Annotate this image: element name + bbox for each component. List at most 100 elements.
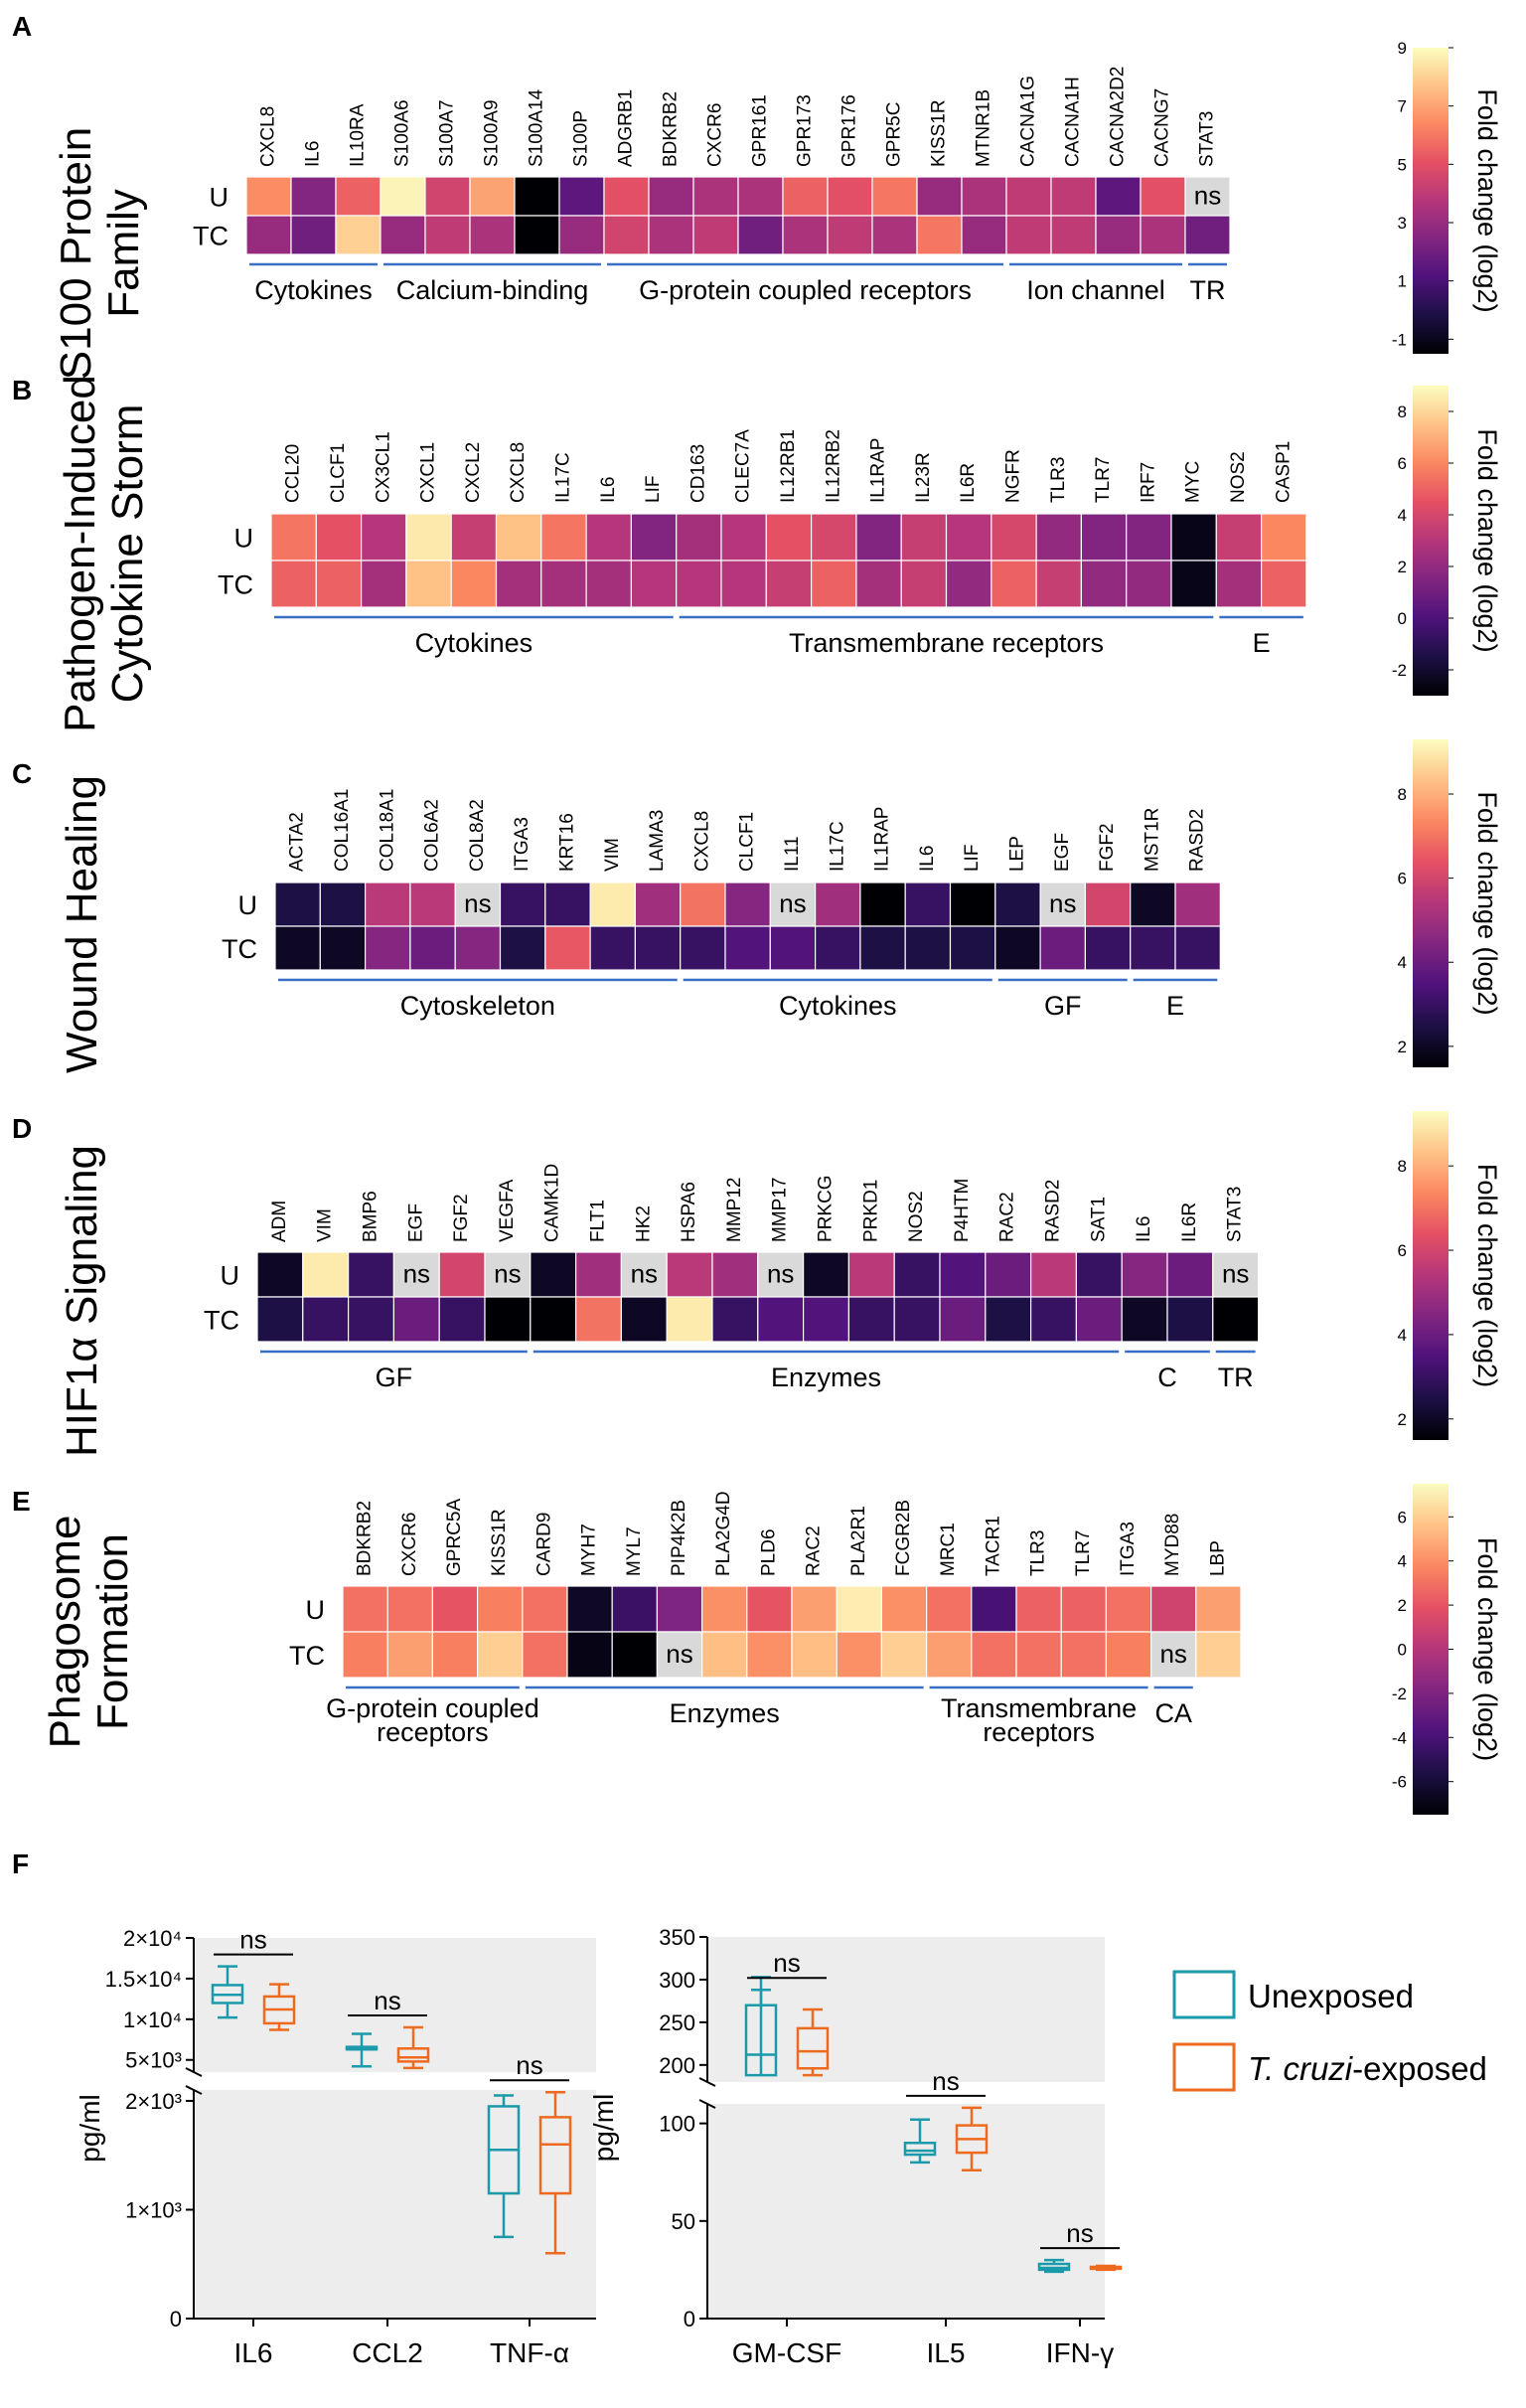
heatmap-cell	[859, 925, 906, 971]
heatmap-cell	[1174, 925, 1221, 971]
gene-label: S100P	[571, 110, 592, 167]
colorbar-tick-label: 1	[1398, 272, 1407, 291]
x-tick-label: GM-CSF	[732, 2337, 841, 2368]
gene-label: COL16A1	[332, 789, 353, 872]
heatmap-cell	[1050, 215, 1097, 255]
gene-label: IL6	[598, 477, 619, 503]
panel-title: Wound Healing	[58, 775, 106, 1073]
group-label: Transmembrane receptors	[941, 1693, 1137, 1747]
gene-label: PLA2R1	[848, 1506, 869, 1576]
heatmap-cell	[585, 560, 632, 608]
heatmap-cell	[380, 176, 426, 217]
row-label: TC	[204, 1306, 239, 1336]
gene-label: S100A9	[482, 99, 503, 167]
gene-label: MRC1	[938, 1523, 959, 1576]
heatmap-cell	[270, 560, 317, 608]
colorbar	[1413, 48, 1449, 354]
heatmap-cell	[1184, 215, 1231, 255]
heatmap-cell	[648, 176, 694, 217]
heatmap-cell	[256, 1296, 304, 1343]
gene-label: NGFR	[1002, 449, 1023, 503]
gene-label: RASD2	[1043, 1180, 1064, 1242]
heatmap-cell	[270, 513, 317, 562]
heatmap-cell	[454, 882, 502, 927]
gene-label: GPR176	[839, 94, 860, 167]
gene-label: IL11	[782, 836, 803, 872]
row-label: U	[234, 524, 254, 554]
plot-background-lower	[707, 2104, 1105, 2319]
y-tick-label: 200	[659, 2053, 695, 2078]
heatmap-cell	[746, 1631, 793, 1679]
gene-label: LBP	[1207, 1540, 1228, 1576]
colorbar-tick-label: 6	[1398, 1241, 1407, 1260]
colorbar	[1413, 386, 1449, 696]
gene-label: RASD2	[1187, 809, 1208, 872]
gene-label: IL1RAP	[872, 807, 893, 872]
gene-label: HK2	[633, 1205, 654, 1242]
significance-ns: ns	[773, 1948, 800, 1978]
heatmap-cell	[1060, 1585, 1107, 1633]
panel-title: S100 Protein Family	[52, 127, 148, 380]
heatmap-cell	[985, 1296, 1032, 1343]
heatmap-cell	[855, 560, 902, 608]
y-tick-label: 1×10³	[125, 2197, 182, 2222]
group-label: Ion channel	[1026, 275, 1165, 305]
gene-label: KISS1R	[929, 99, 950, 167]
heatmap-cell	[585, 513, 632, 562]
heatmap-cell	[900, 513, 948, 562]
heatmap-cell	[991, 513, 1037, 562]
gene-label: STAT3	[1197, 111, 1218, 167]
heatmap-cell	[859, 882, 906, 927]
heatmap-cell	[1174, 882, 1221, 927]
gene-label: LEP	[1006, 836, 1027, 872]
gene-label: IL6R	[958, 463, 979, 503]
heatmap-cell	[1126, 513, 1172, 562]
heatmap-cell	[361, 513, 407, 562]
heatmap-cell	[630, 560, 678, 608]
heatmap-cell	[424, 215, 471, 255]
y-tick-label: 300	[659, 1968, 695, 1993]
heatmap-cell	[666, 1296, 713, 1343]
heatmap-cell	[540, 513, 587, 562]
heatmap-cell	[814, 882, 861, 927]
y-tick-label: 350	[659, 1925, 695, 1950]
heatmap-cell	[1060, 1631, 1107, 1679]
ns-label: ns	[464, 888, 491, 918]
heatmap-cell	[522, 1585, 568, 1633]
heatmap-cell	[939, 1296, 987, 1343]
heatmap-cell	[620, 1296, 668, 1343]
colorbar-tick-label: 8	[1398, 402, 1407, 421]
group-label: GF	[376, 1363, 413, 1392]
heatmap-cell	[680, 925, 726, 971]
gene-label: BDKRB2	[661, 91, 682, 167]
heatmap-cell	[530, 1251, 577, 1298]
heatmap-cell	[971, 1631, 1017, 1679]
heatmap-cell	[1184, 176, 1231, 217]
significance-ns: ns	[374, 1986, 400, 2015]
heatmap-cell	[666, 1251, 713, 1298]
gene-label: BMP6	[361, 1191, 382, 1242]
heatmap-cell	[1105, 1631, 1152, 1679]
gene-label: CACNG7	[1152, 88, 1173, 167]
heatmap-cell	[603, 215, 650, 255]
gene-label: VEGFA	[497, 1179, 518, 1242]
heatmap-cell	[1005, 176, 1052, 217]
row-label: TC	[193, 222, 229, 251]
group-label-line: Transmembrane	[941, 1693, 1137, 1723]
heatmap-cell	[409, 925, 456, 971]
gene-label: BDKRB2	[355, 1501, 376, 1576]
gene-label: FGF2	[451, 1194, 472, 1242]
heatmap-cell	[499, 925, 546, 971]
gene-label: IL6R	[1179, 1203, 1200, 1242]
heatmap-cell	[939, 1251, 987, 1298]
boxplot-plot1: 2×10⁴ 1.5×10⁴ 1×10⁴ 5×10³ 2×10³ 1×10³ 0 pg/ml IL…	[75, 1925, 596, 2368]
gene-label: GPR5C	[884, 102, 905, 167]
heatmap-cell	[566, 1631, 613, 1679]
group-label: Cytoskeleton	[400, 991, 555, 1021]
gene-label: LIF	[643, 476, 664, 503]
ns-label: ns	[1194, 181, 1221, 211]
heatmap-cell	[900, 560, 948, 608]
gene-label: CD163	[687, 444, 708, 503]
plot-background-upper	[194, 1938, 596, 2072]
panel-title: Pathogen-Induced Cytokine Storm	[56, 375, 152, 732]
